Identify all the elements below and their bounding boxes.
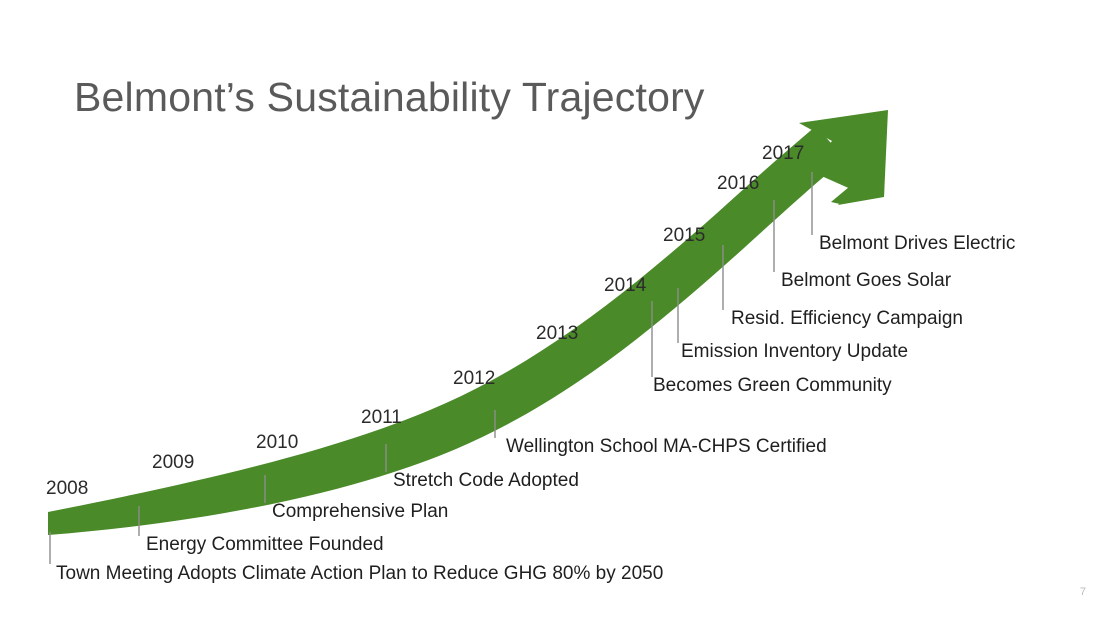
year-label-2011: 2011 [361,407,402,428]
year-label-2015: 2015 [663,225,706,246]
year-label-2017: 2017 [762,143,805,164]
event-label: Emission Inventory Update [681,341,909,362]
year-label-2010: 2010 [256,432,299,453]
year-label-2014: 2014 [604,275,647,296]
event-label: Energy Committee Founded [146,534,384,555]
page-number: 7 [1079,586,1086,598]
event-label: Town Meeting Adopts Climate Action Plan … [56,563,664,584]
event-label: Becomes Green Community [653,375,892,396]
year-label-2009: 2009 [152,452,195,473]
event-label: Stretch Code Adopted [393,470,579,491]
event-label: Comprehensive Plan [272,501,449,522]
event-label: Belmont Goes Solar [781,270,952,291]
year-label-2008: 2008 [46,478,89,499]
green-arrow [48,110,888,535]
year-label-2012: 2012 [453,368,496,389]
event-label: Resid. Efficiency Campaign [731,308,963,329]
arrow-head-triangle [799,110,888,205]
year-label-2013: 2013 [536,323,579,344]
event-label: Belmont Drives Electric [819,233,1016,254]
event-label: Wellington School MA-CHPS Certified [506,436,827,457]
page-title: Belmont’s Sustainability Trajectory [74,74,705,121]
leader-lines-group [49,172,813,564]
year-label-2016: 2016 [717,173,760,194]
